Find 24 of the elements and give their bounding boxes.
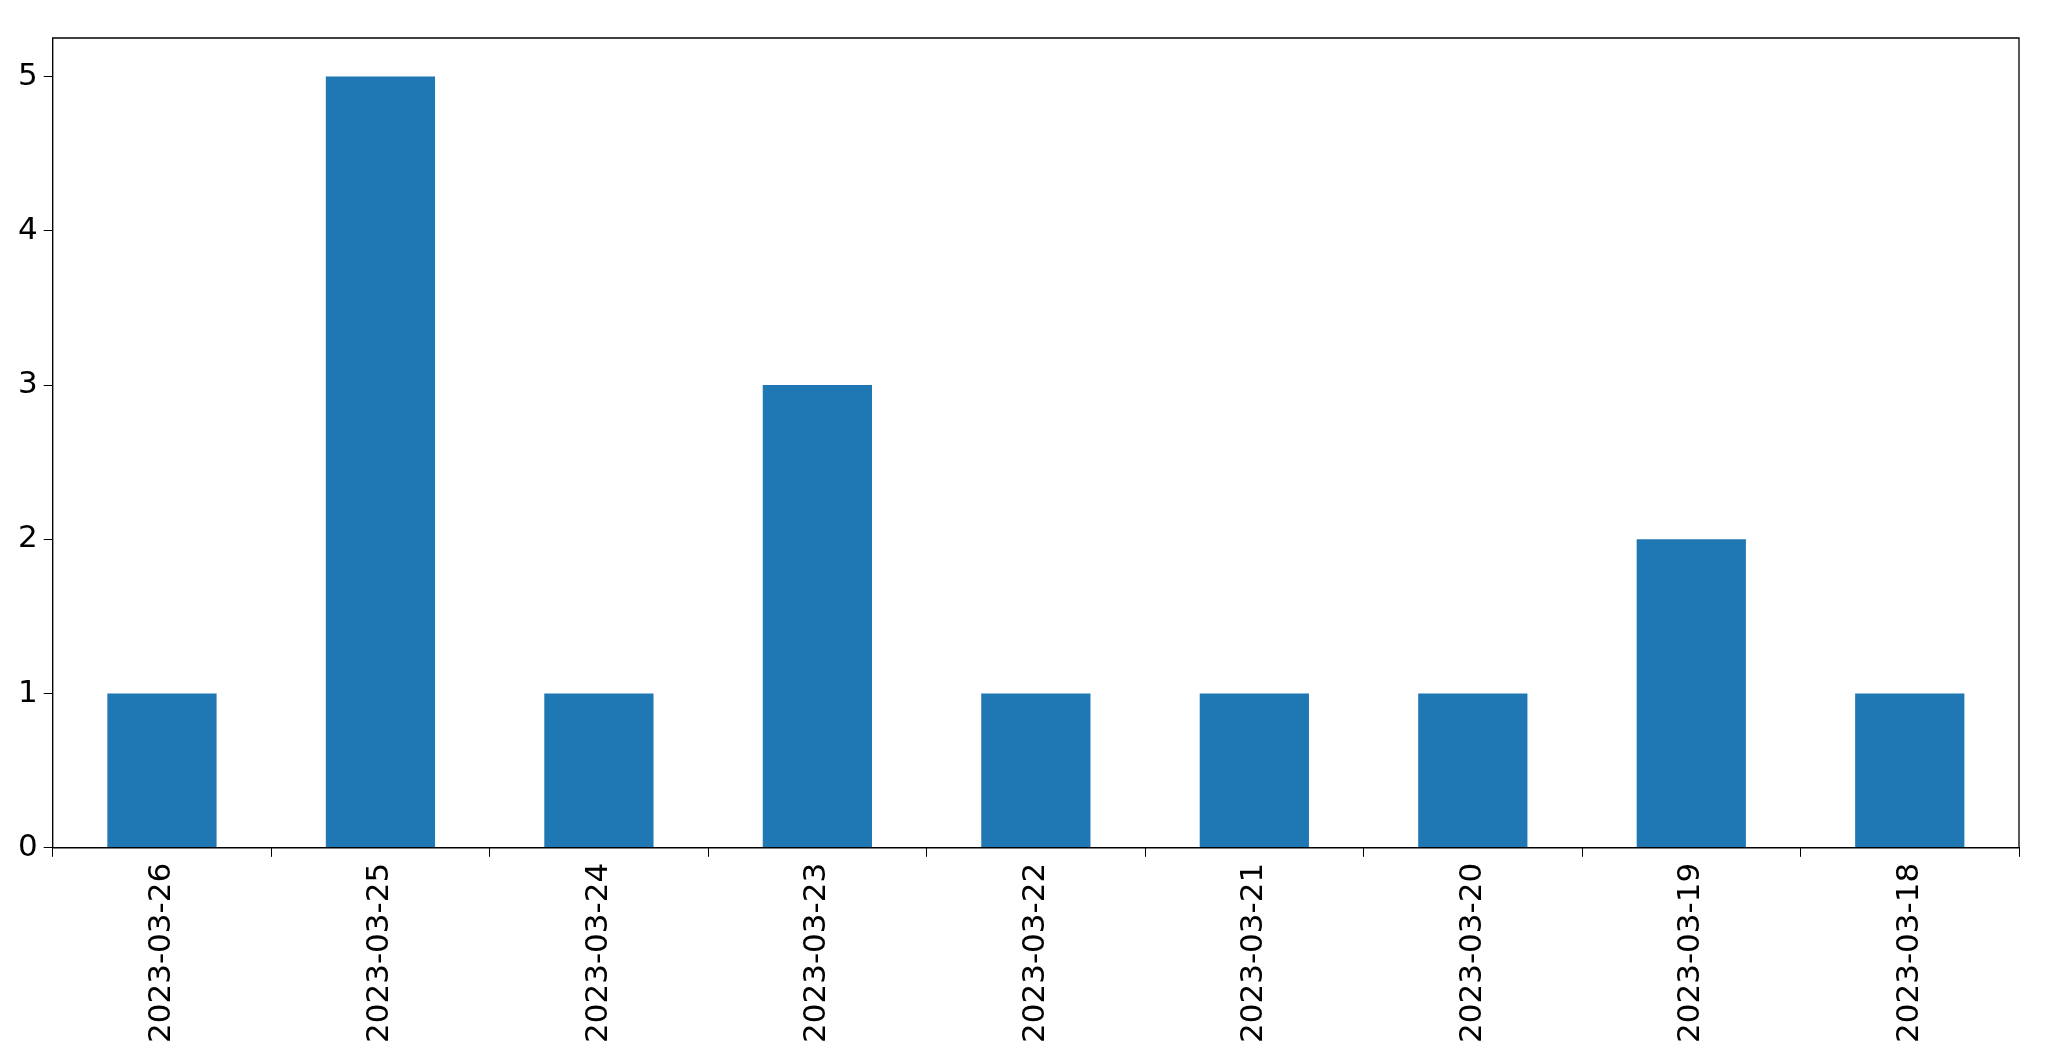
x-tick-label: 2023-03-21 <box>1233 862 1270 1044</box>
x-tick-label: 2023-03-25 <box>359 862 396 1044</box>
x-tick-label: 2023-03-22 <box>1014 862 1051 1044</box>
y-tick-label: 2 <box>17 518 38 555</box>
y-tick-label: 5 <box>17 55 38 92</box>
x-tick-label: 2023-03-20 <box>1451 862 1488 1044</box>
bar <box>762 385 873 848</box>
x-tick-label: 2023-03-19 <box>1670 862 1707 1044</box>
y-tick-label: 4 <box>17 209 38 246</box>
bar <box>981 693 1091 848</box>
bar <box>544 693 654 848</box>
y-tick-label: 1 <box>17 672 38 709</box>
bar <box>325 76 436 848</box>
bar <box>1199 693 1309 848</box>
x-tick-label: 2023-03-18 <box>1888 862 1925 1044</box>
y-tick-label: 3 <box>17 364 38 401</box>
bar <box>1418 693 1528 848</box>
x-tick-label: 2023-03-24 <box>577 862 614 1044</box>
bar <box>107 693 217 848</box>
bar <box>1855 693 1965 848</box>
x-tick-label: 2023-03-23 <box>796 862 833 1044</box>
bar <box>1636 539 1746 848</box>
x-tick-label: 2023-03-26 <box>141 862 178 1044</box>
y-tick-label: 0 <box>17 826 38 863</box>
